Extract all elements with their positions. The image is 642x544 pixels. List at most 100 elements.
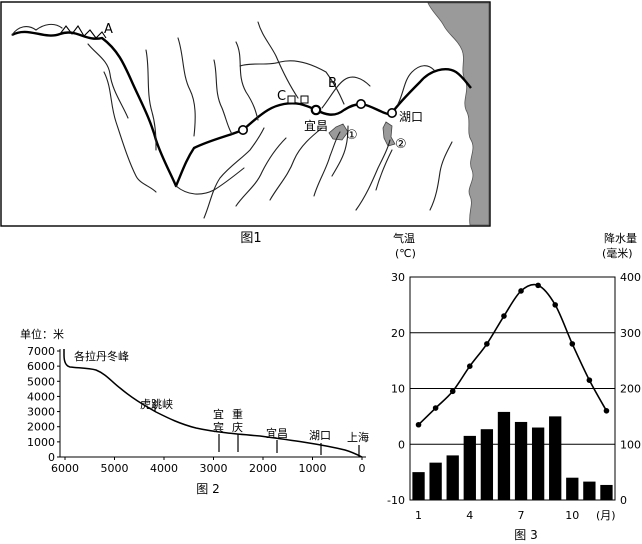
temp-axis-title: 气温 bbox=[393, 231, 415, 245]
profile-y-tick-label: 3000 bbox=[27, 406, 55, 419]
figure-1-map: A B C 宜昌 湖口 ① ② 图1 bbox=[0, 1, 491, 246]
label-geladandong: 各拉丹冬峰 bbox=[74, 349, 129, 363]
temp-point bbox=[552, 302, 559, 308]
precip-bar bbox=[429, 462, 442, 500]
precip-tick-label: 0 bbox=[620, 494, 627, 507]
figure-3-caption: 图 3 bbox=[514, 528, 537, 542]
profile-x-tick-label: 5000 bbox=[101, 462, 129, 475]
profile-y-tick-label: 0 bbox=[48, 451, 55, 464]
month-tick-label: 4 bbox=[466, 509, 473, 522]
profile-x-tick-label: 4000 bbox=[150, 462, 178, 475]
temp-point bbox=[535, 282, 541, 289]
month-tick-label: 10 bbox=[565, 509, 579, 522]
city-circle bbox=[238, 125, 249, 136]
tributary bbox=[235, 137, 287, 207]
temp-point bbox=[569, 341, 576, 347]
temp-tick-label: -10 bbox=[387, 494, 405, 507]
profile-y-tick-label: 7000 bbox=[27, 345, 55, 358]
precip-bar bbox=[446, 455, 459, 500]
label-B: B bbox=[328, 76, 337, 91]
climate-grid bbox=[410, 332, 615, 445]
precip-bar bbox=[497, 411, 511, 500]
label-shanghai: 上海 bbox=[347, 430, 369, 444]
tributary bbox=[397, 65, 435, 105]
temp-tick-label: 20 bbox=[391, 327, 405, 340]
tributary bbox=[203, 127, 265, 219]
tributary bbox=[11, 23, 63, 36]
tributary bbox=[269, 127, 323, 201]
tributary bbox=[235, 41, 259, 121]
temp-axis-unit: (℃) bbox=[395, 247, 416, 260]
month-axis-unit: (月) bbox=[596, 509, 616, 522]
map-frame bbox=[0, 1, 491, 227]
dam-marker bbox=[300, 95, 309, 104]
tributary bbox=[145, 49, 157, 151]
precip-bar bbox=[514, 421, 528, 500]
temp-tick-label: 30 bbox=[391, 271, 405, 284]
label-C: C bbox=[277, 89, 286, 104]
precip-axis-unit: (毫米) bbox=[602, 246, 633, 260]
precip-bar bbox=[600, 484, 613, 500]
tributary bbox=[213, 59, 233, 135]
label-marker-1: ① bbox=[346, 128, 358, 143]
label-hukou-2: 湖口 bbox=[309, 429, 331, 442]
tributary bbox=[355, 139, 391, 211]
label-marker-2: ② bbox=[395, 137, 407, 152]
precip-tick-label: 100 bbox=[620, 438, 641, 451]
sea-area bbox=[427, 2, 490, 226]
dam-marker bbox=[287, 95, 296, 104]
city-circle bbox=[355, 99, 366, 110]
profile-x-tick-label: 3000 bbox=[200, 462, 228, 475]
tributary bbox=[313, 131, 341, 197]
label-yichang: 宜昌 bbox=[304, 118, 328, 133]
month-tick-label: 1 bbox=[415, 509, 422, 522]
figure-1-caption: 图1 bbox=[240, 231, 261, 246]
temp-point bbox=[586, 377, 593, 383]
lake-2 bbox=[382, 121, 396, 147]
profile-x-tick-label: 1000 bbox=[299, 462, 327, 475]
profile-x-tick-label: 0 bbox=[359, 462, 366, 475]
temp-point bbox=[518, 288, 524, 294]
tributary bbox=[321, 76, 371, 109]
precip-tick-label: 200 bbox=[620, 383, 641, 396]
label-yibin-2: 宾 bbox=[213, 420, 224, 434]
label-chongqing-1: 重 bbox=[232, 407, 243, 421]
precipitation-bars bbox=[412, 411, 613, 500]
temp-tick-label: 10 bbox=[391, 383, 405, 396]
tributary bbox=[331, 125, 349, 177]
precip-tick-label: 300 bbox=[620, 327, 641, 340]
profile-y-tick-label: 1000 bbox=[27, 436, 55, 449]
tributary bbox=[103, 71, 157, 193]
precip-bar bbox=[583, 481, 596, 500]
lake-1 bbox=[328, 123, 349, 141]
tributary bbox=[257, 21, 299, 99]
tributary bbox=[177, 37, 196, 137]
label-yibin-1: 宜 bbox=[213, 407, 224, 421]
label-chongqing-2: 庆 bbox=[232, 420, 243, 434]
precip-bar bbox=[549, 416, 562, 500]
figure-2-caption: 图 2 bbox=[196, 482, 219, 496]
label-hutiaoxia: 虎跳峡 bbox=[140, 397, 173, 411]
month-tick-label: 7 bbox=[518, 509, 525, 522]
tributary bbox=[375, 149, 393, 191]
precip-bar bbox=[531, 427, 545, 500]
profile-x-tick-label: 2000 bbox=[249, 462, 277, 475]
yichang-circle bbox=[310, 104, 322, 116]
temperature-line bbox=[417, 283, 608, 426]
temp-point bbox=[484, 341, 490, 347]
precip-bar bbox=[463, 435, 476, 500]
profile-y-tick-label: 6000 bbox=[27, 360, 55, 373]
label-hukou: 湖口 bbox=[399, 109, 423, 124]
mountain-symbol bbox=[59, 25, 107, 39]
tributary bbox=[87, 43, 129, 119]
profile-x-tick-label: 6000 bbox=[51, 462, 79, 475]
temp-point bbox=[603, 408, 610, 414]
yangtze-main-river bbox=[11, 30, 472, 188]
precip-bar bbox=[566, 477, 579, 500]
temp-tick-label: 0 bbox=[398, 438, 405, 451]
precip-bar bbox=[412, 472, 425, 500]
label-A: A bbox=[104, 22, 113, 37]
profile-unit: 单位：米 bbox=[20, 327, 64, 341]
